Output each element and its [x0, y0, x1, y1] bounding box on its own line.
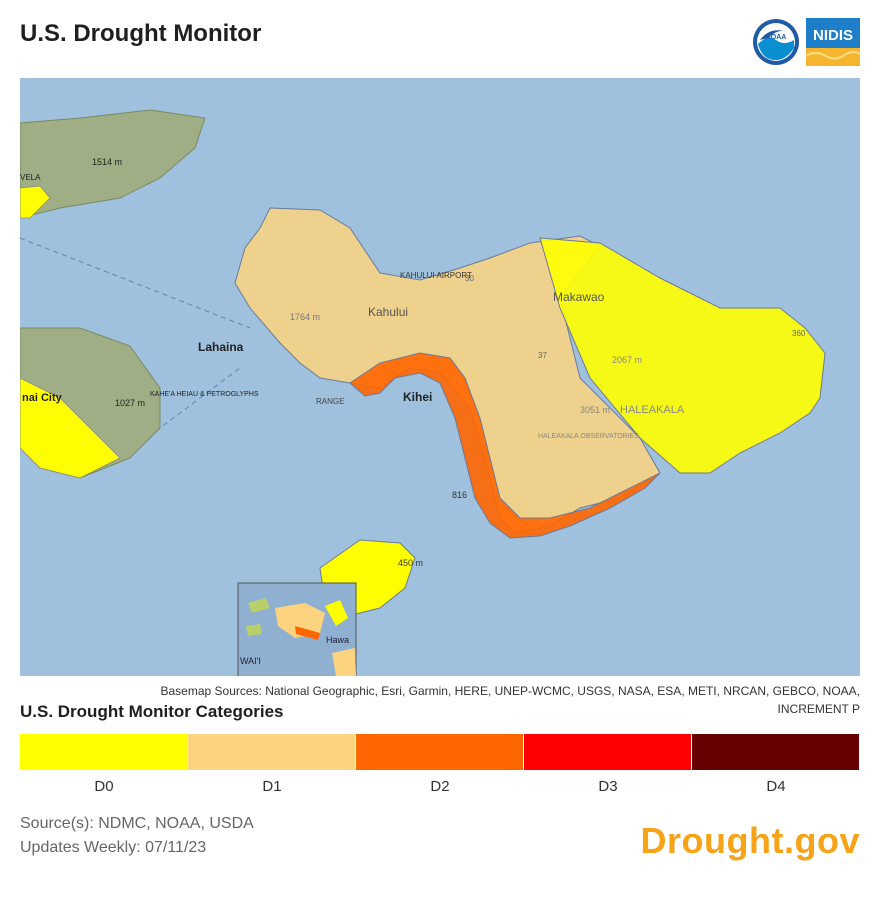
label-kalaupapa: VELA	[20, 173, 41, 182]
legend-swatch-d0	[20, 734, 188, 770]
label-kihei: Kihei	[403, 390, 432, 404]
logo-group: NOAA NIDIS	[752, 18, 860, 66]
inset-label-kauai: WAI'I	[240, 656, 261, 666]
nidis-logo[interactable]: NIDIS	[806, 18, 860, 66]
label-elev-3051: 3051 m	[580, 405, 610, 415]
label-elev-2067: 2067 m	[612, 355, 642, 365]
label-elev-1514: 1514 m	[92, 157, 122, 167]
legend-item-d0: D0	[20, 734, 188, 795]
label-road-37: 37	[538, 351, 547, 360]
legend-item-d4: D4	[692, 734, 860, 795]
label-kahului-airport: KAHULUI AIRPORT	[400, 271, 472, 280]
legend-item-d2: D2	[356, 734, 524, 795]
maui-d0-area	[539, 237, 826, 474]
lanai-d0-area	[20, 377, 121, 479]
attribution-line-1: Basemap Sources: National Geographic, Es…	[160, 684, 860, 698]
legend-item-d1: D1	[188, 734, 356, 795]
label-elev-450: 450 m	[398, 558, 423, 568]
label-haleakala: HALEAKALA	[620, 404, 685, 416]
label-elev-816: 816	[452, 490, 467, 500]
label-road-360: 360	[792, 329, 806, 338]
label-lahaina: Lahaina	[198, 340, 244, 354]
attribution-line-2: INCREMENT P	[777, 702, 860, 716]
legend-swatch-d4	[692, 734, 860, 770]
label-elev-1764: 1764 m	[290, 312, 320, 322]
label-road-30: 30	[465, 274, 474, 283]
noaa-logo-text: NOAA	[766, 34, 787, 41]
updates-text: Updates Weekly: 07/11/23	[20, 839, 207, 856]
legend-swatch-d3	[524, 734, 692, 770]
legend-label-d0: D0	[94, 778, 114, 795]
drought-gov-brand[interactable]: Drought.gov	[640, 820, 860, 861]
legend-swatch-d2	[356, 734, 524, 770]
molokai-island	[20, 109, 206, 219]
legend-label-d3: D3	[598, 778, 618, 795]
legend-label-d1: D1	[262, 778, 282, 795]
map-canvas: Hawa WAI'I Lahaina Kahului KAHULUI AIRPO…	[20, 78, 860, 676]
ferry-route	[119, 367, 241, 459]
maui-d2-area	[349, 352, 661, 539]
label-elev-1027: 1027 m	[115, 398, 145, 408]
legend-title: U.S. Drought Monitor Categories	[20, 702, 284, 721]
legend-label-d4: D4	[766, 778, 786, 795]
label-haleakala-obs: HALEAKALA OBSERVATORIES	[538, 433, 639, 440]
legend: D0 D1 D2 D3 D4	[20, 734, 860, 795]
legend-swatch-d1	[188, 734, 356, 770]
basemap-attribution: Basemap Sources: National Geographic, Es…	[20, 682, 860, 718]
legend-item-d3: D3	[524, 734, 692, 795]
label-city: nai City	[22, 392, 63, 404]
label-kahului: Kahului	[368, 305, 408, 319]
label-range: RANGE	[316, 397, 344, 406]
label-makawao: Makawao	[553, 290, 605, 304]
label-petroglyphs: KAHE'A HEIAU & PETROGLYPHS	[150, 391, 259, 398]
inset-map[interactable]: Hawa WAI'I	[237, 582, 357, 676]
drought-map[interactable]: Hawa WAI'I Lahaina Kahului KAHULUI AIRPO…	[20, 78, 860, 676]
source-info: Source(s): NDMC, NOAA, USDA Updates Week…	[20, 812, 254, 860]
inset-label-hawaii: Hawa	[326, 635, 349, 645]
source-text: Source(s): NDMC, NOAA, USDA	[20, 815, 254, 832]
legend-label-d2: D2	[430, 778, 450, 795]
noaa-logo[interactable]: NOAA	[752, 18, 800, 66]
molokai-d0-area	[20, 185, 51, 219]
page-title: U.S. Drought Monitor	[20, 20, 262, 47]
nidis-logo-text: NIDIS	[813, 27, 853, 44]
